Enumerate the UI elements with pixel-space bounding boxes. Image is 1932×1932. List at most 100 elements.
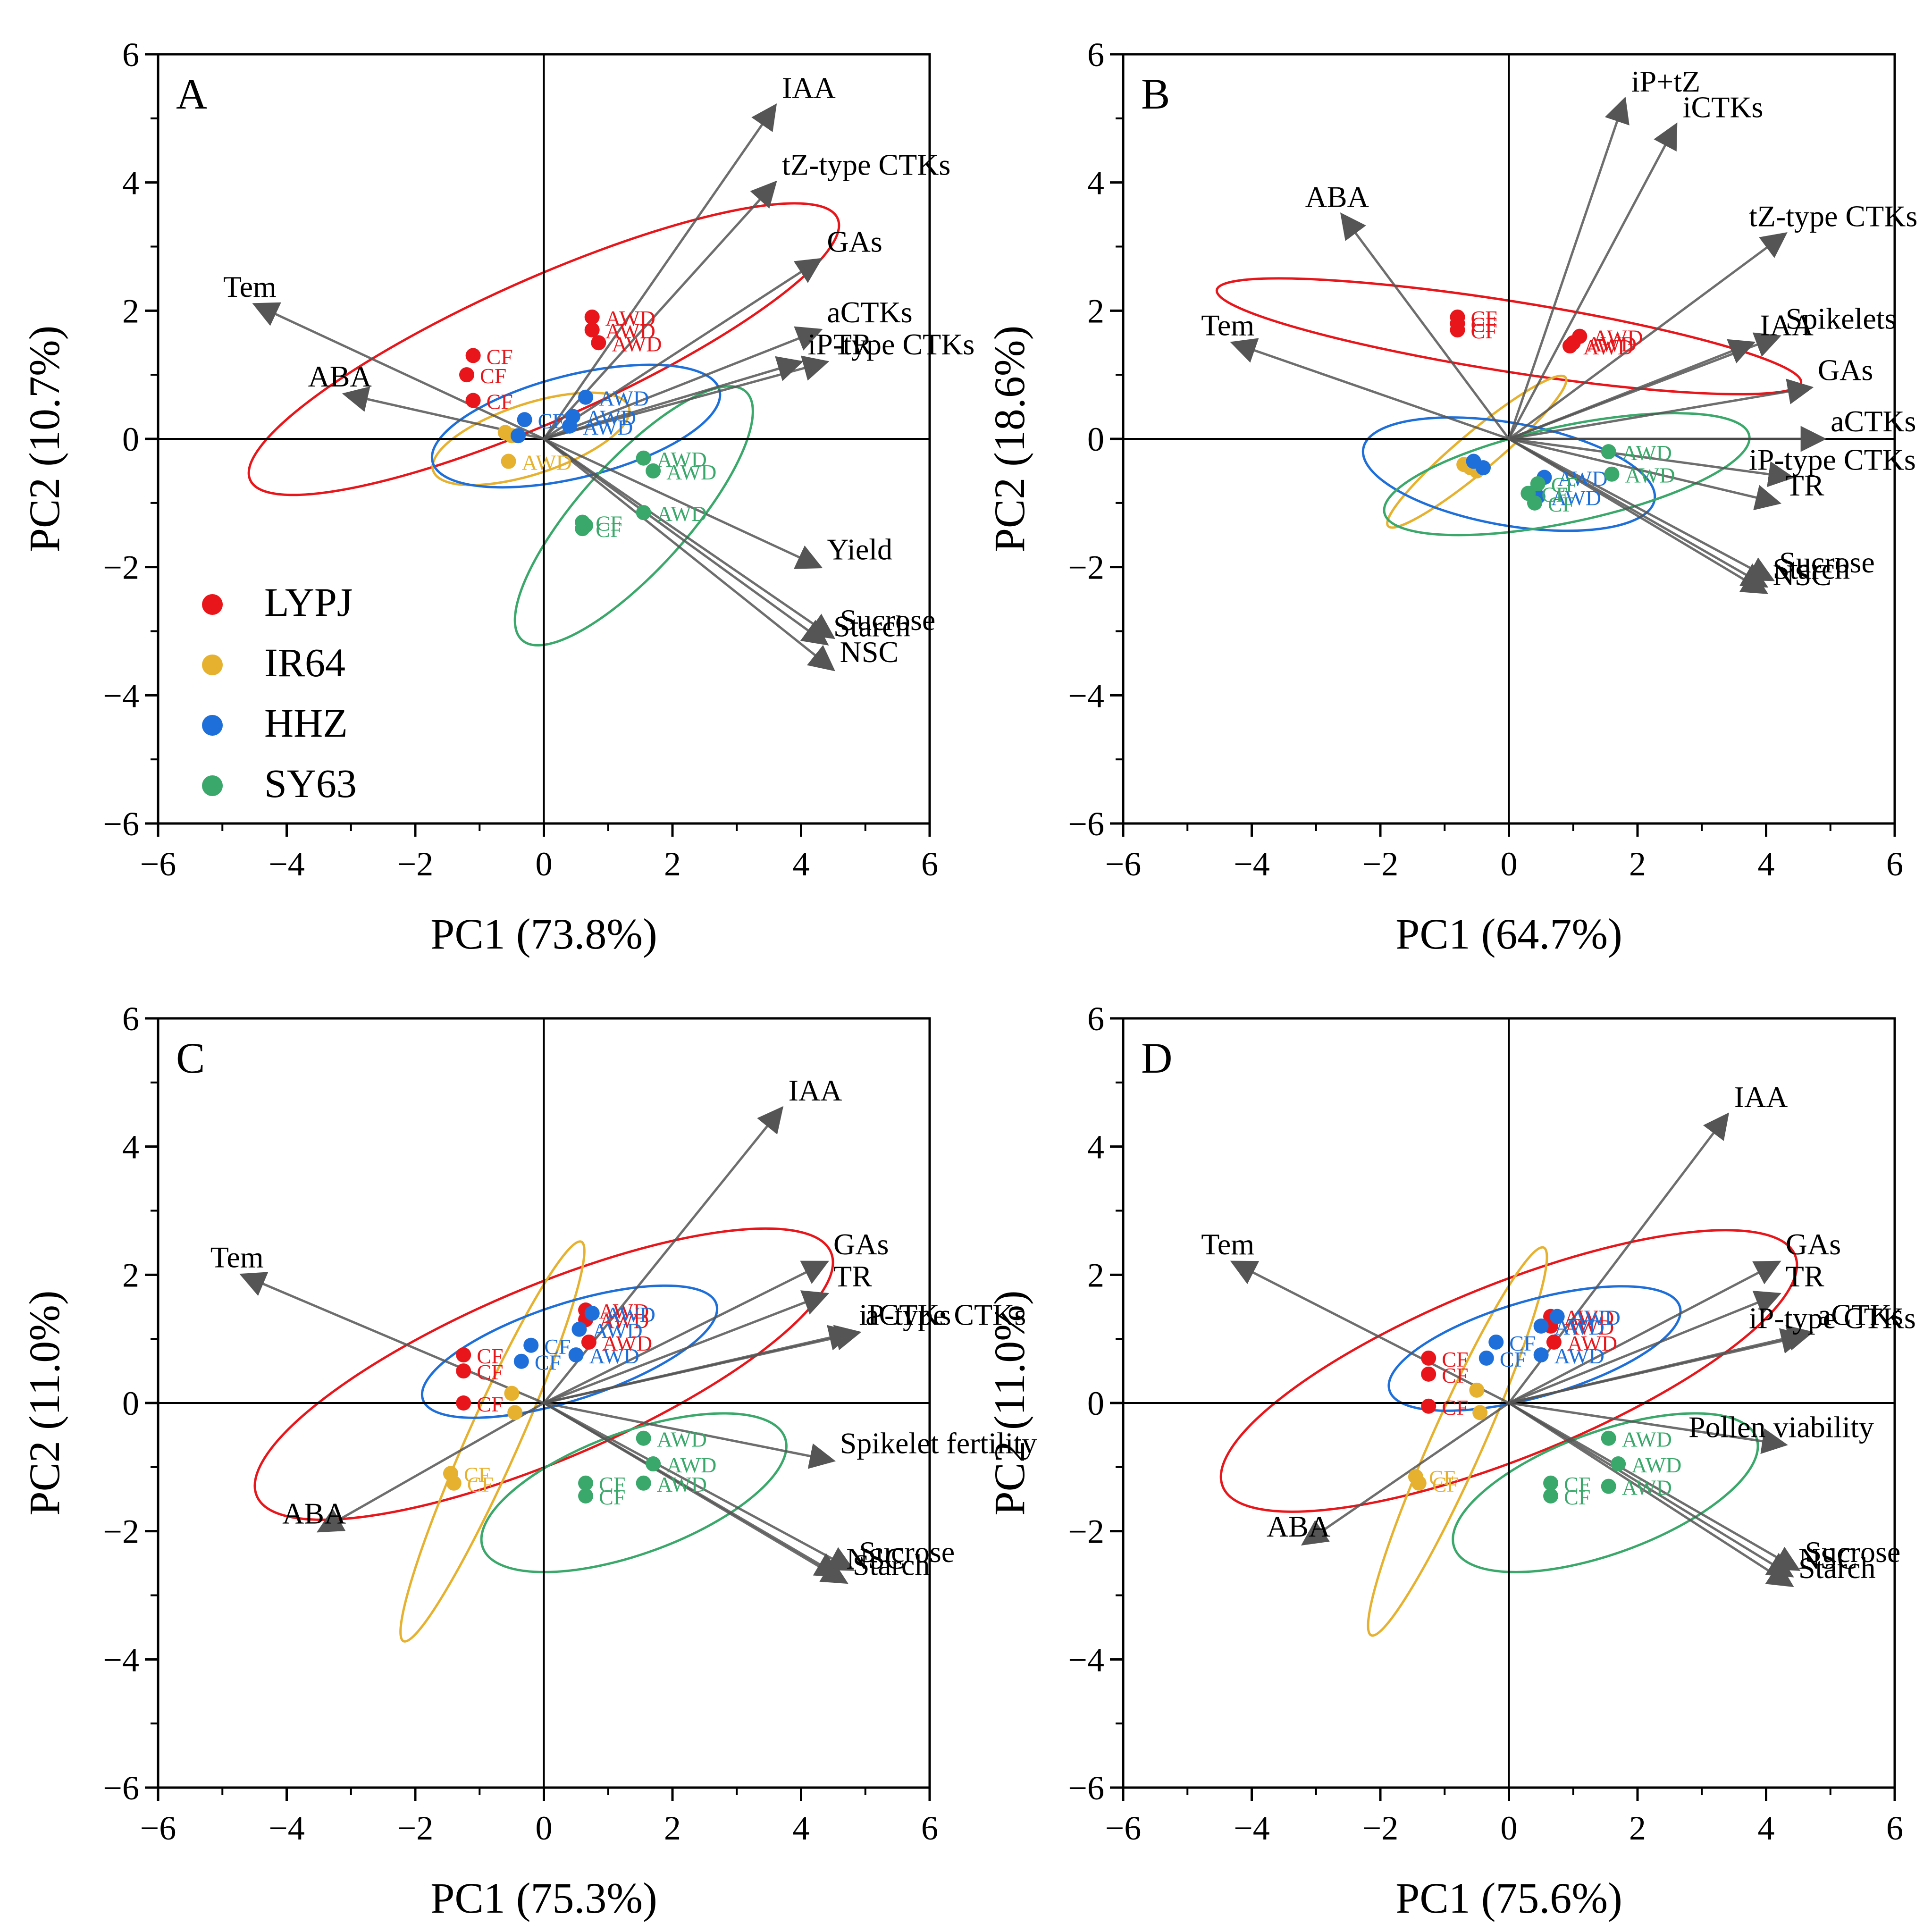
loading-label: Tem	[223, 270, 277, 303]
point-tag: CF	[1432, 1472, 1459, 1496]
x-tick-label: −6	[1105, 1809, 1142, 1847]
loading-arrows	[1230, 1112, 1814, 1588]
point-tag: AWD	[1622, 441, 1672, 465]
panel-a: CFCFCFAWDAWDAWDAWDCFAWDAWDAWDAWDAWDAWDCF…	[20, 36, 974, 958]
point-tag: CF	[477, 1392, 503, 1416]
ellipse-sy63	[480, 1412, 788, 1573]
score-point-sy63	[1601, 444, 1616, 460]
score-point-lypj	[584, 309, 600, 325]
loading-label: GAs	[827, 225, 882, 259]
loading-arrow	[543, 103, 777, 440]
loading-label: TR	[1786, 1260, 1824, 1293]
score-point-hhz	[513, 1353, 529, 1369]
point-tag: AWD	[1631, 1453, 1681, 1477]
score-point-lypj	[1562, 338, 1578, 354]
loading-arrow	[543, 1260, 829, 1404]
score-point-sy63	[636, 1430, 651, 1446]
loading-label: Starch	[1773, 552, 1850, 585]
point-tag: CF	[487, 390, 513, 414]
ellipse-hhz	[420, 1284, 719, 1419]
ellipse-sy63	[1383, 412, 1751, 537]
score-point-lypj	[1421, 1350, 1436, 1366]
loading-arrow	[543, 356, 804, 440]
loading-label: IAA	[789, 1074, 842, 1107]
loading-label: iP-type CTKs	[859, 1298, 1026, 1332]
score-point-sy63	[578, 1488, 594, 1504]
loading-arrows	[252, 103, 836, 672]
point-tag: CF	[596, 512, 622, 536]
loading-label: Pollen viability	[1688, 1410, 1874, 1444]
panel-d: CFCFCFAWDAWDAWDCFCFCFCFAWDAWDAWDAWDAWDAW…	[985, 1000, 1916, 1922]
x-tick-label: 2	[664, 845, 681, 883]
x-tick-label: −2	[1362, 845, 1399, 883]
point-tag: AWD	[1587, 332, 1637, 356]
loading-label: IAA	[1760, 308, 1814, 342]
x-tick-label: 4	[1758, 1809, 1775, 1847]
score-point-ir64	[1411, 1475, 1427, 1491]
x-tick-label: 0	[1501, 1809, 1518, 1847]
point-tag: CF	[1509, 1331, 1536, 1355]
y-tick-label: −2	[103, 1513, 139, 1551]
axis-ticks: −6 −4 −2 0 2 4 6 −6 −4 −2 0 2 4 6	[1068, 1000, 1903, 1847]
score-point-ir64	[1472, 1405, 1488, 1420]
score-point-hhz	[1478, 1350, 1494, 1366]
legend-label-ir64: IR64	[264, 640, 345, 685]
legend-marker-ir64	[202, 655, 223, 675]
score-points: CFCFCFAWDAWDAWDCFCFCFCFAWDAWDAWDAWDAWDAW…	[443, 1299, 716, 1509]
score-point-lypj	[1421, 1398, 1436, 1414]
axis-ticks: −6 −4 −2 0 2 4 6 −6 −4 −2 0 2 4 6	[1068, 36, 1903, 883]
panel-c: CFCFCFAWDAWDAWDCFCFCFCFAWDAWDAWDAWDAWDAW…	[20, 1000, 1037, 1922]
loading-arrow	[1508, 1260, 1781, 1404]
point-tag: CF	[596, 518, 622, 542]
loading-arrow	[1230, 1260, 1510, 1404]
loading-arrow	[1509, 1402, 1788, 1454]
loading-arrow	[1508, 1328, 1807, 1404]
point-tag: AWD	[1571, 1306, 1621, 1330]
score-point-sy63	[636, 1475, 651, 1491]
legend: LYPJ IR64 HHZ SY63	[202, 580, 357, 806]
x-tick-label: −2	[397, 845, 434, 883]
loading-arrow	[1340, 212, 1510, 440]
loading-arrow	[1508, 437, 1775, 581]
point-tag: AWD	[657, 502, 707, 526]
score-point-sy63	[1543, 1475, 1559, 1491]
score-point-lypj	[456, 1363, 471, 1379]
loading-arrow	[1508, 122, 1678, 440]
y-tick-label: −2	[1068, 1513, 1104, 1551]
loading-arrow	[543, 437, 836, 639]
point-tag: CF	[1429, 1466, 1455, 1490]
score-point-lypj	[465, 348, 481, 363]
score-point-sy63	[1601, 1430, 1616, 1446]
x-tick-label: 0	[1501, 845, 1518, 883]
y-tick-label: 2	[122, 1256, 139, 1294]
score-point-hhz	[584, 1305, 600, 1321]
x-tick-label: 0	[536, 1809, 553, 1847]
point-tag: AWD	[1564, 1306, 1614, 1330]
score-point-lypj	[465, 393, 481, 408]
loading-arrow	[543, 1106, 784, 1404]
x-tick-label: −6	[1105, 845, 1142, 883]
score-point-hhz	[1533, 1347, 1549, 1363]
loading-arrow	[543, 258, 823, 440]
loading-label: aCTKs	[1831, 404, 1916, 438]
point-tag: CF	[477, 1360, 503, 1384]
point-tag: AWD	[657, 1472, 707, 1496]
loading-arrows	[1230, 96, 1827, 594]
loading-label: iCTKs	[1683, 90, 1764, 124]
x-tick-label: 0	[536, 845, 553, 883]
panel-letter: C	[176, 1034, 205, 1082]
point-tag: AWD	[657, 1428, 707, 1452]
score-point-ir64	[507, 1405, 523, 1420]
point-tag: AWD	[1557, 467, 1607, 491]
score-point-hhz	[578, 389, 594, 405]
x-tick-label: 4	[793, 1809, 810, 1847]
point-tag: CF	[535, 1351, 561, 1375]
x-tick-label: 2	[664, 1809, 681, 1847]
score-point-lypj	[591, 335, 606, 351]
score-point-ir64	[1469, 1382, 1485, 1398]
point-tag: AWD	[602, 1331, 652, 1355]
